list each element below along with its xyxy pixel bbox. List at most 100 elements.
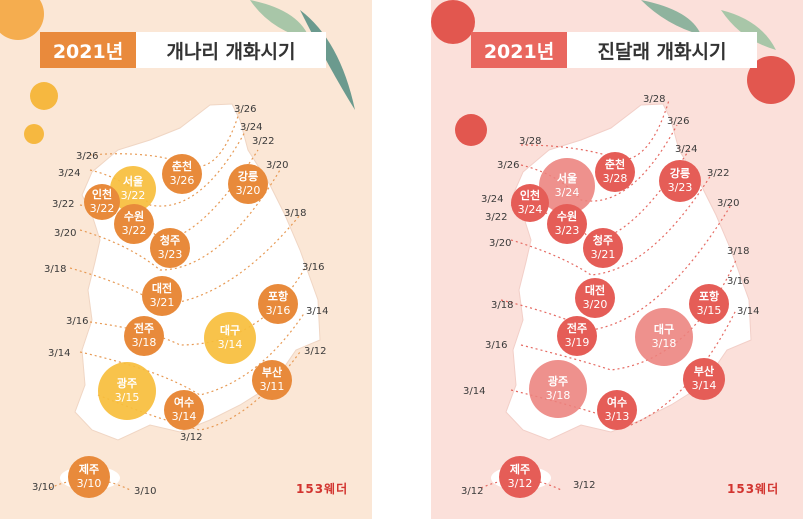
isoline-label: 3/20: [717, 198, 740, 209]
city-name: 대구: [219, 323, 241, 337]
city-date: 3/16: [265, 304, 291, 317]
city-date: 3/21: [590, 248, 616, 261]
isoline-label: 3/14: [463, 386, 486, 397]
city-date: 3/15: [696, 304, 722, 317]
isoline-label: 3/18: [727, 246, 750, 257]
city-jeonju: 전주 3/19: [557, 316, 597, 356]
city-name: 포항: [267, 289, 289, 303]
city-date: 3/18: [131, 336, 157, 349]
isoline-label: 3/14: [737, 306, 760, 317]
city-date: 3/24: [554, 186, 580, 199]
city-daegu: 대구 3/18: [635, 308, 693, 366]
brand-logo: 153웨더: [296, 482, 349, 496]
city-date: 3/20: [235, 184, 261, 197]
city-name: 부산: [261, 365, 283, 379]
leaf-decoration: [250, 0, 310, 40]
city-incheon: 인천 3/22: [84, 184, 120, 220]
city-yeosu: 여수 3/14: [164, 390, 204, 430]
city-name: 대전: [151, 281, 173, 295]
city-cheongju: 청주 3/23: [150, 228, 190, 268]
city-date: 3/15: [114, 391, 140, 404]
isoline-label: 3/24: [675, 144, 698, 155]
isoline-label: 3/22: [485, 212, 508, 223]
city-name: 서울: [122, 174, 144, 188]
city-name: 인천: [91, 187, 113, 201]
title-bar: 2021년 진달래 개화시기: [471, 32, 757, 68]
city-name: 춘천: [171, 159, 193, 173]
city-date: 3/19: [564, 336, 590, 349]
city-name: 수원: [556, 209, 578, 223]
isoline-label: 3/16: [302, 262, 325, 273]
city-gwangju: 광주 3/18: [529, 360, 587, 418]
azalea-infographic: 2021년 진달래 개화시기 서울 3/24 인천 3/24 수원 3/23 춘…: [431, 0, 803, 519]
city-gwangju: 광주 3/15: [98, 362, 156, 420]
brand-logo: 153웨더: [727, 482, 780, 496]
city-name: 춘천: [604, 157, 626, 171]
title-bar: 2021년 개나리 개화시기: [40, 32, 326, 68]
city-busan: 부산 3/11: [252, 360, 292, 400]
city-name: 수원: [123, 209, 145, 223]
isoline-label: 3/20: [54, 228, 77, 239]
isoline-label: 3/20: [266, 160, 289, 171]
isoline-label: 3/16: [66, 316, 89, 327]
isoline-label: 3/14: [48, 348, 71, 359]
isoline-label: 3/26: [497, 160, 520, 171]
city-date: 3/23: [554, 224, 580, 237]
city-chuncheon: 춘천 3/26: [162, 154, 202, 194]
city-name: 여수: [606, 395, 628, 409]
city-date: 3/28: [602, 172, 628, 185]
city-date: 3/13: [604, 410, 630, 423]
city-date: 3/20: [582, 298, 608, 311]
isoline-label: 3/26: [234, 104, 257, 115]
city-cheongju: 청주 3/21: [583, 228, 623, 268]
city-date: 3/12: [507, 477, 533, 490]
city-gangneung: 강릉 3/23: [659, 160, 701, 202]
city-date: 3/11: [259, 380, 285, 393]
city-date: 3/24: [517, 203, 543, 216]
leaf-decoration: [641, 0, 701, 35]
city-pohang: 포항 3/15: [689, 284, 729, 324]
city-name: 청주: [592, 233, 614, 247]
isoline-label: 3/14: [306, 306, 329, 317]
isoline-label: 3/20: [489, 238, 512, 249]
city-name: 전주: [133, 321, 155, 335]
city-date: 3/26: [169, 174, 195, 187]
city-name: 광주: [116, 376, 138, 390]
city-name: 전주: [566, 321, 588, 335]
city-pohang: 포항 3/16: [258, 284, 298, 324]
city-date: 3/14: [217, 338, 243, 351]
flower-decoration: [431, 0, 475, 44]
city-date: 3/10: [76, 477, 102, 490]
city-date: 3/22: [121, 224, 147, 237]
flower-decoration: [455, 114, 487, 146]
city-name: 대전: [584, 283, 606, 297]
city-name: 광주: [547, 374, 569, 388]
title-year: 2021년: [40, 32, 136, 68]
city-name: 여수: [173, 395, 195, 409]
city-name: 서울: [556, 171, 578, 185]
isoline-label: 3/28: [643, 94, 666, 105]
city-jeju: 제주 3/12: [499, 456, 541, 498]
city-date: 3/14: [691, 379, 717, 392]
city-date: 3/22: [89, 202, 115, 215]
isoline-label: 3/12: [573, 480, 596, 491]
isoline-label: 3/12: [180, 432, 203, 443]
city-gangneung: 강릉 3/20: [228, 164, 268, 204]
city-daejeon: 대전 3/21: [142, 276, 182, 316]
city-name: 포항: [698, 289, 720, 303]
isoline-label: 3/12: [304, 346, 327, 357]
city-name: 제주: [509, 462, 531, 476]
city-daegu: 대구 3/14: [204, 312, 256, 364]
city-name: 대구: [653, 322, 675, 336]
isoline-label: 3/10: [134, 486, 157, 497]
city-name: 청주: [159, 233, 181, 247]
isoline-label: 3/16: [727, 276, 750, 287]
city-busan: 부산 3/14: [683, 358, 725, 400]
city-date: 3/18: [651, 337, 677, 350]
isoline-label: 3/24: [240, 122, 263, 133]
title-year: 2021년: [471, 32, 567, 68]
city-date: 3/14: [171, 410, 197, 423]
city-date: 3/18: [545, 389, 571, 402]
isoline-label: 3/22: [252, 136, 275, 147]
title-name: 개나리 개화시기: [136, 32, 326, 68]
